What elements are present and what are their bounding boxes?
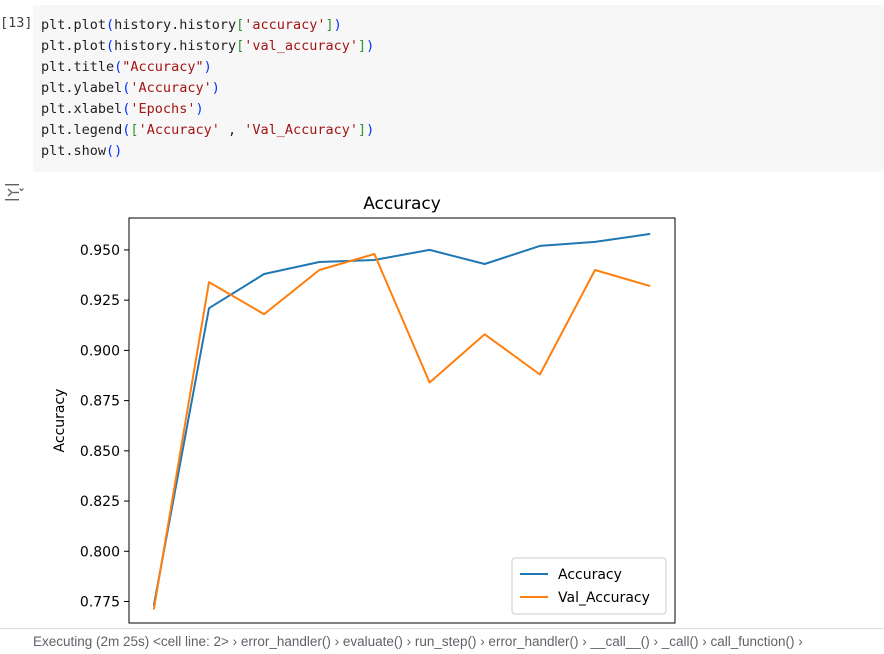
code-token: [: [236, 17, 245, 33]
code-line[interactable]: plt.title("Accuracy"): [41, 57, 374, 78]
code-line[interactable]: plt.legend(['Accuracy' , 'Val_Accuracy']…: [41, 120, 374, 141]
status-bar: Executing (2m 25s) <cell line: 2> › erro…: [0, 628, 884, 654]
code-token: ): [366, 122, 375, 138]
code-token: 'val_accuracy': [244, 38, 359, 54]
y-tick-label: 0.825: [80, 494, 120, 510]
execution-count: [13]: [0, 15, 33, 31]
code-token: (: [122, 122, 131, 138]
chart-title: Accuracy: [363, 194, 441, 214]
code-editor[interactable]: plt.plot(history.history['accuracy']) plt…: [33, 5, 884, 172]
code-token: (: [106, 17, 115, 33]
series-line-accuracy: [152, 232, 651, 606]
code-token: "Accuracy": [122, 59, 204, 75]
code-line[interactable]: plt.show(): [41, 141, 374, 162]
y-axis-label: Accuracy: [52, 389, 68, 453]
code-token: ): [211, 80, 220, 96]
code-token: (: [122, 101, 131, 117]
code-line[interactable]: plt.xlabel('Epochs'): [41, 99, 374, 120]
series-line-val-accuracy: [152, 253, 651, 610]
code-token: (): [106, 143, 123, 159]
y-tick-label: 0.850: [80, 444, 120, 460]
code-token: plt.show: [41, 143, 107, 159]
code-token: ,: [219, 122, 245, 138]
legend-label: Accuracy: [558, 567, 622, 583]
output-collapse-icon[interactable]: [4, 182, 24, 202]
code-token: (: [122, 80, 131, 96]
y-tick-label: 0.800: [80, 544, 120, 560]
code-token: plt.plot: [41, 17, 107, 33]
code-token: (: [114, 59, 123, 75]
accuracy-chart: Accuracy 0.775 0.800 0.825 0.850 0.875 0.900 0.…: [52, 194, 676, 624]
code-text[interactable]: plt.plot(history.history['accuracy']) plt…: [41, 15, 374, 162]
code-line[interactable]: plt.plot(history.history['val_accuracy']…: [41, 36, 374, 57]
code-token: ]: [325, 17, 334, 33]
code-token: 'Accuracy': [130, 80, 212, 96]
code-token: ]: [358, 38, 367, 54]
code-token: ): [203, 59, 212, 75]
y-tick-label: 0.925: [80, 293, 120, 309]
code-token: ): [333, 17, 342, 33]
code-token: plt.legend: [41, 122, 123, 138]
code-token: plt.ylabel: [41, 80, 123, 96]
execution-status-text: Executing (2m 25s) <cell line: 2> › erro…: [33, 634, 803, 649]
code-token: [: [236, 38, 245, 54]
code-token: ]: [358, 122, 367, 138]
code-token: [: [130, 122, 139, 138]
plot-frame: [128, 217, 676, 624]
code-token: (: [106, 38, 115, 54]
code-token: plt.plot: [41, 38, 107, 54]
y-tick-label: 0.875: [80, 394, 120, 410]
code-token: 'Epochs': [130, 101, 196, 117]
y-tick-label: 0.900: [80, 343, 120, 359]
code-token: ): [195, 101, 204, 117]
code-token: 'accuracy': [244, 17, 326, 33]
code-line[interactable]: plt.ylabel('Accuracy'): [41, 78, 374, 99]
code-line[interactable]: plt.plot(history.history['accuracy']): [41, 15, 374, 36]
code-token: 'Val_Accuracy': [244, 122, 359, 138]
code-cell[interactable]: [13] plt.plot(history.history['accuracy'…: [0, 0, 884, 172]
code-token: 'Accuracy': [138, 122, 220, 138]
y-tick-label: 0.950: [80, 243, 120, 259]
code-token: history.history: [114, 38, 237, 54]
legend-label: Val_Accuracy: [558, 590, 650, 606]
code-token: history.history: [114, 17, 237, 33]
code-token: plt.xlabel: [41, 101, 123, 117]
y-tick-label: 0.775: [80, 595, 120, 611]
code-token: plt.title: [41, 59, 115, 75]
code-token: ): [366, 38, 375, 54]
legend: [511, 557, 667, 615]
